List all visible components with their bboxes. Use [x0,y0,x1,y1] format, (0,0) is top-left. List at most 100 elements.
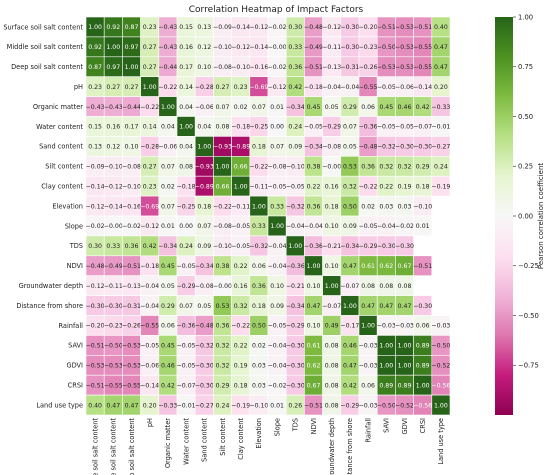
cell-value-label: 0.30 [288,24,302,31]
cell-value-label: −0.00 [104,223,123,230]
cell-value-label: −0.05 [231,223,250,230]
cell-value-label: −0.04 [286,223,305,230]
cell-value-label: 0.24 [288,124,302,131]
cell-value-label: −0.29 [177,283,196,290]
cell-value-label: 0.05 [161,283,175,290]
cell-value-label: 0.45 [161,343,175,350]
cell-value-label: −0.23 [359,44,378,51]
cell-value-label: 0.47 [343,362,357,369]
cell-value-label: 1.00 [179,124,193,131]
cell-value-label: −0.30 [395,243,414,250]
cell-value-label: 0.47 [343,263,357,270]
colorbar-tick-label: 0.25 [518,163,533,171]
cell-value-label: 0.42 [161,382,175,389]
cell-value-label: −0.53 [395,24,414,31]
cell-value-label: −0.26 [122,323,141,330]
cell-value-label: 0.18 [197,203,211,210]
cell-value-label: 0.36 [361,163,375,170]
cell-value-label: −0.30 [86,303,105,310]
heatmap-cell [413,215,433,237]
y-tick-label: CRSI [68,381,83,389]
colorbar-tick-label: 0.75 [518,63,533,71]
cell-value-label: 1.00 [325,283,339,290]
cell-value-label: 0.29 [416,163,430,170]
cell-value-label: 0.09 [288,144,302,151]
cell-value-label: −0.32 [195,343,214,350]
cell-value-label: −0.14 [231,24,250,31]
cell-value-label: 0.38 [307,163,321,170]
cell-value-label: −0.36 [359,124,378,131]
cell-value-label: −0.12 [268,84,287,91]
cell-value-label: 0.08 [325,402,339,409]
cell-value-label: 0.01 [270,402,284,409]
y-tick-label: Clay content [41,182,83,190]
cell-value-label: −0.44 [158,64,177,71]
cell-value-label: −0.93 [213,144,232,151]
cell-value-label: −0.51 [304,402,323,409]
cell-value-label: 0.27 [125,84,139,91]
cell-value-label: −0.36 [286,263,305,270]
cell-value-label: 0.00 [270,124,284,131]
x-tick-label: Silt content [219,418,227,456]
cell-value-label: −0.32 [249,243,268,250]
cell-value-label: −0.89 [195,183,214,190]
y-tick-label: Deep soil salt content [11,63,83,71]
y-tick-label: Surface soil salt content [3,23,83,31]
cell-value-label: −0.30 [286,362,305,369]
cell-value-label: −0.04 [377,223,396,230]
cell-value-label: 0.62 [307,362,321,369]
colorbar-tick-label: −0.75 [518,362,539,370]
x-tick-label: Clay content [237,418,245,460]
cell-value-label: 0.29 [216,382,230,389]
cell-value-label: 0.47 [125,402,139,409]
cell-value-label: −0.30 [377,243,396,250]
cell-value-label: 1.00 [143,84,157,91]
cell-value-label: −0.14 [86,183,105,190]
cell-value-label: −0.55 [359,84,378,91]
cell-value-label: 1.00 [361,323,375,330]
cell-value-label: 0.27 [143,44,157,51]
cell-value-label: 0.66 [234,163,248,170]
cell-value-label: 0.24 [179,243,193,250]
x-tick-label: CRSI [419,418,427,433]
colorbar-tick-label: 0.00 [518,212,533,220]
cell-value-label: −0.21 [286,283,305,290]
cell-value-label: 0.32 [398,163,412,170]
cell-value-label: 0.22 [234,343,248,350]
cell-value-label: −0.34 [286,303,305,310]
cell-value-label: −0.56 [431,382,450,389]
cell-value-label: −0.30 [413,144,432,151]
cell-value-label: −0.18 [177,183,196,190]
colorbar-gradient [495,17,513,415]
cell-value-label: 0.67 [398,263,412,270]
cell-value-label: 0.27 [143,163,157,170]
cell-value-label: −0.21 [322,243,341,250]
cell-value-label: −0.22 [249,163,268,170]
cell-value-label: 0.16 [234,283,248,290]
cell-value-label: 0.22 [307,183,321,190]
cell-value-label: −0.17 [340,323,359,330]
cell-value-label: −0.01 [431,124,450,131]
cell-value-label: 0.50 [343,203,357,210]
cell-value-label: −0.51 [377,24,396,31]
cell-value-label: 0.18 [252,144,266,151]
cell-value-label: −0.00 [268,44,287,51]
heatmap-cells: 1.00 0.92 0.87 0.23 −0.43 0.15 0.13 −0.09 −0.14−… [86,16,450,416]
x-tick-label: Rainfall [364,418,372,443]
cell-value-label: −0.05 [377,124,396,131]
cell-value-label: 0.32 [343,183,357,190]
cell-value-label: 0.46 [161,362,175,369]
cell-value-label: 0.15 [88,124,102,131]
x-tick-label: Slope [273,418,281,436]
cell-value-label: 1.00 [307,263,321,270]
cell-value-label: 0.23 [88,84,102,91]
cell-value-label: 0.05 [343,144,357,151]
cell-value-label: −0.53 [86,362,105,369]
cell-value-label: 0.24 [216,402,230,409]
cell-value-label: 0.12 [197,44,211,51]
cell-value-label: 1.00 [106,44,120,51]
cell-value-label: −0.33 [431,104,450,111]
cell-value-label: 0.40 [434,24,448,31]
cell-value-label: 0.66 [216,183,230,190]
cell-value-label: 0.47 [398,303,412,310]
